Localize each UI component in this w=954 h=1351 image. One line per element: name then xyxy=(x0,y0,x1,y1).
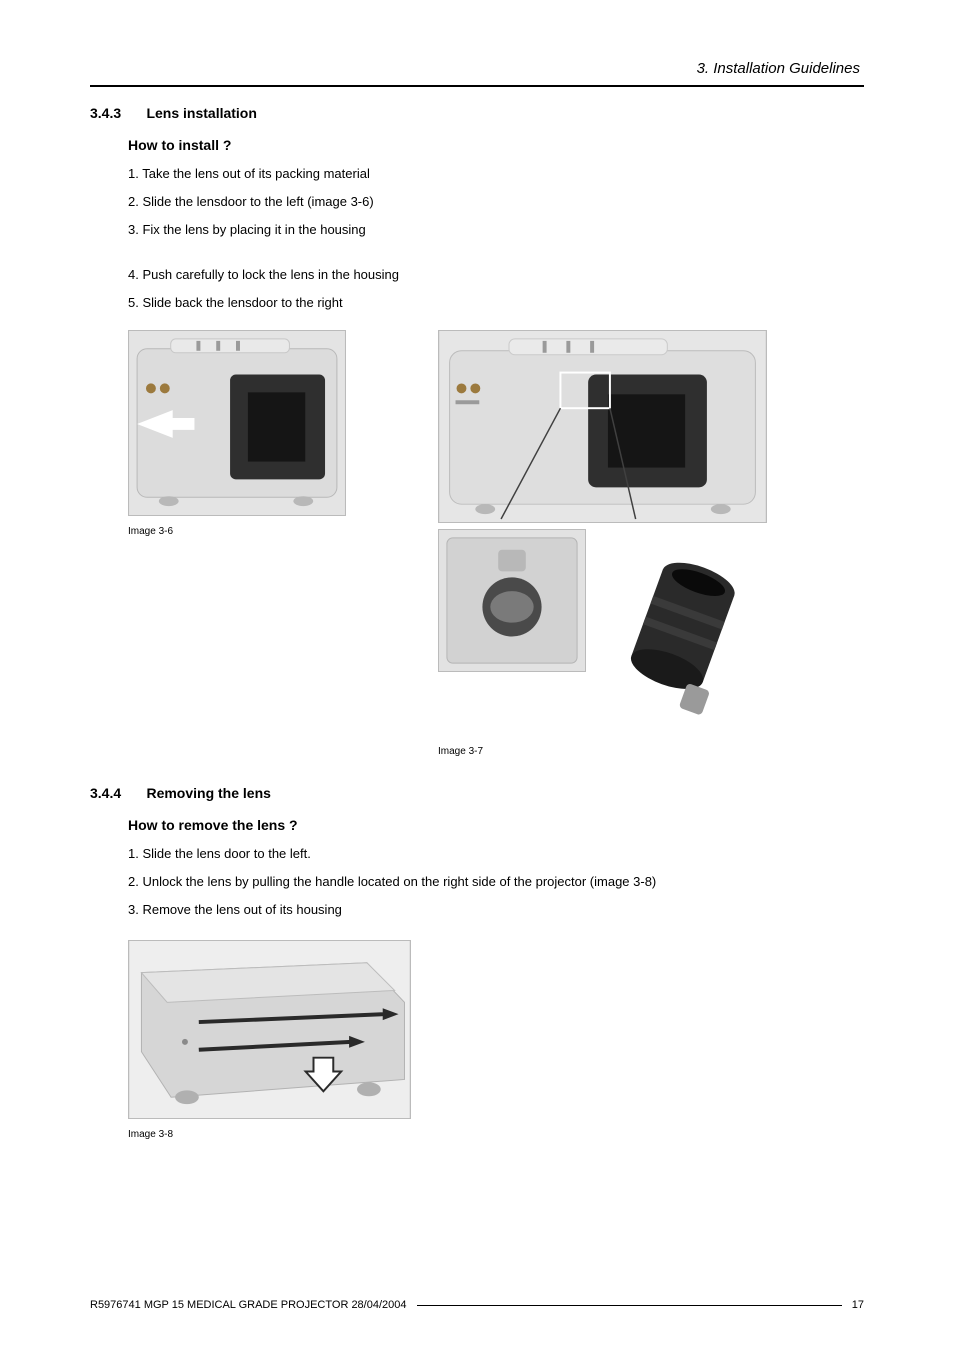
figure-3-8-caption: Image 3-8 xyxy=(128,1129,864,1140)
figure-3-6-image xyxy=(128,330,346,516)
figure-3-7-detail-left xyxy=(438,529,586,672)
figure-3-6-caption: Image 3-6 xyxy=(128,526,346,537)
footer-doc-id: R5976741 MGP 15 MEDICAL GRADE PROJECTOR … xyxy=(90,1299,407,1311)
figure-3-7-caption: Image 3-7 xyxy=(438,746,767,757)
list-item: 1. Slide the lens door to the left. xyxy=(128,845,864,863)
chapter-title: 3. Installation Guidelines xyxy=(90,60,864,77)
footer-rule xyxy=(417,1305,842,1306)
figures-row: Image 3-6 xyxy=(128,330,864,757)
section-title: Lens installation xyxy=(146,105,256,121)
figure-3-7-lens xyxy=(598,529,761,736)
section-number: 3.4.4 xyxy=(90,785,142,801)
projector-side-icon xyxy=(129,941,410,1118)
section-3-4-4-heading: 3.4.4 Removing the lens xyxy=(90,785,864,803)
figure-3-7-subrow xyxy=(438,529,767,736)
page: 3. Installation Guidelines 3.4.3 Lens in… xyxy=(0,0,954,1351)
list-item: 5. Slide back the lensdoor to the right xyxy=(128,294,864,312)
list-gap xyxy=(128,250,864,266)
figure-3-7: Image 3-7 xyxy=(438,330,767,757)
figure-3-8: Image 3-8 xyxy=(128,940,864,1140)
list-item: 3. Remove the lens out of its housing xyxy=(128,901,864,919)
subhead-how-to-remove: How to remove the lens ? xyxy=(128,817,864,833)
install-steps-list: 1. Take the lens out of its packing mate… xyxy=(128,165,864,312)
section-3-4-3-heading: 3.4.3 Lens installation xyxy=(90,105,864,123)
figure-3-7-top xyxy=(438,330,767,523)
lens-icon xyxy=(598,529,761,736)
list-item: 4. Push carefully to lock the lens in th… xyxy=(128,266,864,284)
section-title: Removing the lens xyxy=(146,785,270,801)
figure-3-6: Image 3-6 xyxy=(128,330,346,537)
page-number: 17 xyxy=(852,1299,864,1311)
section-number: 3.4.3 xyxy=(90,105,142,121)
lens-slot-detail-icon xyxy=(439,530,585,671)
figure-3-8-image xyxy=(128,940,411,1119)
list-item: 2. Slide the lensdoor to the left (image… xyxy=(128,193,864,211)
header-rule xyxy=(90,85,864,87)
list-item: 1. Take the lens out of its packing mate… xyxy=(128,165,864,183)
page-footer: R5976741 MGP 15 MEDICAL GRADE PROJECTOR … xyxy=(90,1299,864,1311)
subhead-how-to-install: How to install ? xyxy=(128,137,864,153)
projector-front-icon xyxy=(129,331,345,515)
remove-steps-list: 1. Slide the lens door to the left. 2. U… xyxy=(128,845,864,920)
list-item: 3. Fix the lens by placing it in the hou… xyxy=(128,221,864,239)
projector-front-detail-icon xyxy=(439,331,766,522)
list-item: 2. Unlock the lens by pulling the handle… xyxy=(128,873,864,891)
